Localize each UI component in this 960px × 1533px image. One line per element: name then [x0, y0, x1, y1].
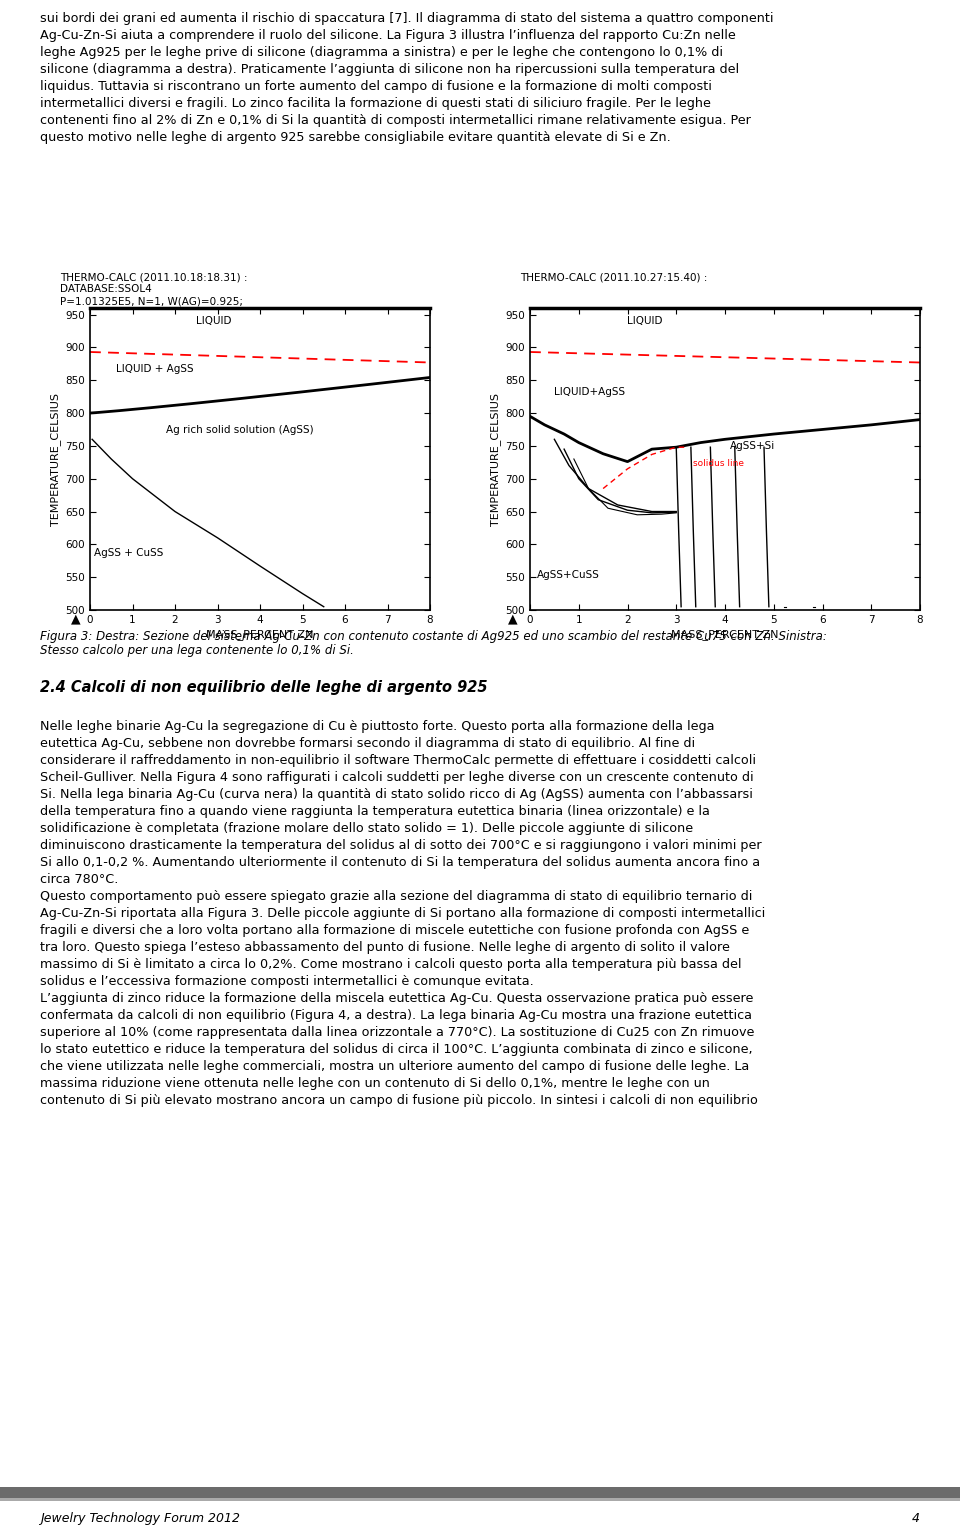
Text: leghe Ag925 per le leghe prive di silicone (diagramma a sinistra) e per le leghe: leghe Ag925 per le leghe prive di silico… [40, 46, 723, 58]
Text: contenuto di Si più elevato mostrano ancora un campo di fusione più piccolo. In : contenuto di Si più elevato mostrano anc… [40, 1095, 757, 1107]
Text: LIQUID: LIQUID [628, 316, 663, 327]
Text: THERMO-CALC (2011.10.18:18.31) :: THERMO-CALC (2011.10.18:18.31) : [60, 271, 248, 282]
Text: silicone (diagramma a destra). Praticamente l’aggiunta di silicone non ha riperc: silicone (diagramma a destra). Praticame… [40, 63, 739, 77]
Text: ▲: ▲ [71, 613, 81, 625]
X-axis label: MASS_PERCENT ZN: MASS_PERCENT ZN [206, 629, 314, 639]
Text: superiore al 10% (come rappresentata dalla linea orizzontale a 770°C). La sostit: superiore al 10% (come rappresentata dal… [40, 1026, 755, 1039]
Text: questo motivo nelle leghe di argento 925 sarebbe consigliabile evitare quantità : questo motivo nelle leghe di argento 925… [40, 130, 671, 144]
Text: massima riduzione viene ottenuta nelle leghe con un contenuto di Si dello 0,1%, : massima riduzione viene ottenuta nelle l… [40, 1078, 709, 1090]
Y-axis label: TEMPERATURE_CELSIUS: TEMPERATURE_CELSIUS [491, 392, 501, 526]
Text: Stesso calcolo per una lega contenente lo 0,1% di Si.: Stesso calcolo per una lega contenente l… [40, 644, 354, 658]
Text: DATABASE:SSOL4: DATABASE:SSOL4 [60, 284, 152, 294]
Text: LIQUID + AgSS: LIQUID + AgSS [115, 365, 193, 374]
Text: Ag-Cu-Zn-Si aiuta a comprendere il ruolo del silicone. La Figura 3 illustra l’in: Ag-Cu-Zn-Si aiuta a comprendere il ruolo… [40, 29, 735, 41]
Text: Figura 3: Destra: Sezione del sistema Ag-Cu-Zn con contenuto costante di Ag925 e: Figura 3: Destra: Sezione del sistema Ag… [40, 630, 827, 642]
Text: Ag-Cu-Zn-Si riportata alla Figura 3. Delle piccole aggiunte di Si portano alla f: Ag-Cu-Zn-Si riportata alla Figura 3. Del… [40, 908, 765, 920]
Text: L’aggiunta di zinco riduce la formazione della miscela eutettica Ag-Cu. Questa o: L’aggiunta di zinco riduce la formazione… [40, 992, 754, 1006]
Text: confermata da calcoli di non equilibrio (Figura 4, a destra). La lega binaria Ag: confermata da calcoli di non equilibrio … [40, 1009, 752, 1023]
Text: circa 780°C.: circa 780°C. [40, 872, 118, 886]
Text: liquidus. Tuttavia si riscontrano un forte aumento del campo di fusione e la for: liquidus. Tuttavia si riscontrano un for… [40, 80, 712, 94]
Text: diminuiscono drasticamente la temperatura del solidus al di sotto dei 700°C e si: diminuiscono drasticamente la temperatur… [40, 839, 761, 852]
Text: Questo comportamento può essere spiegato grazie alla sezione del diagramma di st: Questo comportamento può essere spiegato… [40, 891, 753, 903]
Text: fragili e diversi che a loro volta portano alla formazione di miscele eutettiche: fragili e diversi che a loro volta porta… [40, 924, 749, 937]
Text: sui bordi dei grani ed aumenta il rischio di spaccatura [7]. Il diagramma di sta: sui bordi dei grani ed aumenta il rischi… [40, 12, 774, 25]
Text: Si allo 0,1-0,2 %. Aumentando ulteriormente il contenuto di Si la temperatura de: Si allo 0,1-0,2 %. Aumentando ulteriorme… [40, 855, 760, 869]
Text: Si. Nella lega binaria Ag-Cu (curva nera) la quantità di stato solido ricco di A: Si. Nella lega binaria Ag-Cu (curva nera… [40, 788, 753, 802]
Text: tra loro. Questo spiega l’esteso abbassamento del punto di fusione. Nelle leghe : tra loro. Questo spiega l’esteso abbassa… [40, 941, 730, 954]
Text: P=1.01325E5, N=1, W(AG)=0.925;: P=1.01325E5, N=1, W(AG)=0.925; [60, 296, 243, 307]
Text: Scheil-Gulliver. Nella Figura 4 sono raffigurati i calcoli suddetti per leghe di: Scheil-Gulliver. Nella Figura 4 sono raf… [40, 771, 754, 783]
Text: Nelle leghe binarie Ag-Cu la segregazione di Cu è piuttosto forte. Questo porta : Nelle leghe binarie Ag-Cu la segregazion… [40, 721, 714, 733]
Text: 2.4 Calcoli di non equilibrio delle leghe di argento 925: 2.4 Calcoli di non equilibrio delle legh… [40, 681, 488, 694]
Text: Jewelry Technology Forum 2012: Jewelry Technology Forum 2012 [40, 1512, 240, 1525]
Text: massimo di Si è limitato a circa lo 0,2%. Come mostrano i calcoli questo porta a: massimo di Si è limitato a circa lo 0,2%… [40, 958, 741, 970]
Text: LIQUID+AgSS: LIQUID+AgSS [554, 386, 626, 397]
Text: AgSS + CuSS: AgSS + CuSS [94, 549, 163, 558]
Bar [0, 1498, 960, 1501]
Text: 4: 4 [912, 1512, 920, 1525]
Text: solidificazione è completata (frazione molare dello stato solido = 1). Delle pic: solidificazione è completata (frazione m… [40, 822, 693, 835]
Text: solidus line: solidus line [693, 458, 744, 468]
Text: eutettica Ag-Cu, sebbene non dovrebbe formarsi secondo il diagramma di stato di : eutettica Ag-Cu, sebbene non dovrebbe fo… [40, 737, 695, 750]
Text: Ag rich solid solution (AgSS): Ag rich solid solution (AgSS) [166, 425, 314, 435]
Text: che viene utilizzata nelle leghe commerciali, mostra un ulteriore aumento del ca: che viene utilizzata nelle leghe commerc… [40, 1059, 749, 1073]
Text: contenenti fino al 2% di Zn e 0,1% di Si la quantità di composti intermetallici : contenenti fino al 2% di Zn e 0,1% di Si… [40, 113, 751, 127]
Text: ▲: ▲ [508, 613, 517, 625]
Text: intermetallici diversi e fragili. Lo zinco facilita la formazione di questi stat: intermetallici diversi e fragili. Lo zin… [40, 97, 710, 110]
Text: lo stato eutettico e riduce la temperatura del solidus di circa il 100°C. L’aggi: lo stato eutettico e riduce la temperatu… [40, 1042, 753, 1056]
Text: LIQUID: LIQUID [196, 316, 231, 327]
Bar [0, 1487, 960, 1498]
Text: THERMO-CALC (2011.10.27:15.40) :: THERMO-CALC (2011.10.27:15.40) : [520, 271, 708, 282]
Text: AgSS+CuSS: AgSS+CuSS [538, 570, 600, 581]
Text: AgSS+Si: AgSS+Si [730, 442, 775, 451]
Text: solidus e l’eccessiva formazione composti intermetallici è comunque evitata.: solidus e l’eccessiva formazione compost… [40, 975, 534, 987]
X-axis label: MASS_PERCENT ZN: MASS_PERCENT ZN [671, 629, 779, 639]
Text: considerare il raffreddamento in non-equilibrio il software ThermoCalc permette : considerare il raffreddamento in non-equ… [40, 754, 756, 766]
Y-axis label: TEMPERATURE_CELSIUS: TEMPERATURE_CELSIUS [50, 392, 61, 526]
Text: della temperatura fino a quando viene raggiunta la temperatura eutettica binaria: della temperatura fino a quando viene ra… [40, 805, 709, 819]
